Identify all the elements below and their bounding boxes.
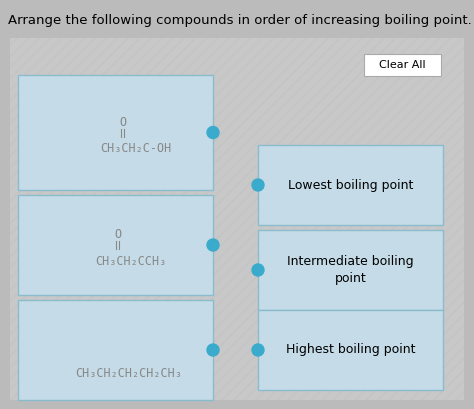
Circle shape bbox=[207, 239, 219, 251]
Circle shape bbox=[252, 344, 264, 356]
Text: CH₃CH₂CCH₃: CH₃CH₂CCH₃ bbox=[95, 255, 167, 268]
FancyBboxPatch shape bbox=[10, 38, 464, 400]
Text: CH₃CH₂C-OH: CH₃CH₂C-OH bbox=[100, 142, 172, 155]
Text: Lowest boiling point: Lowest boiling point bbox=[288, 178, 413, 191]
FancyBboxPatch shape bbox=[258, 145, 443, 225]
Text: Arrange the following compounds in order of increasing boiling point.: Arrange the following compounds in order… bbox=[8, 14, 472, 27]
Circle shape bbox=[252, 179, 264, 191]
Text: Intermediate boiling
point: Intermediate boiling point bbox=[287, 255, 414, 285]
FancyBboxPatch shape bbox=[18, 300, 213, 400]
FancyBboxPatch shape bbox=[258, 230, 443, 310]
FancyBboxPatch shape bbox=[18, 75, 213, 190]
Text: O: O bbox=[114, 229, 121, 241]
Circle shape bbox=[252, 264, 264, 276]
Text: O: O bbox=[119, 116, 126, 129]
Text: Clear All: Clear All bbox=[379, 60, 426, 70]
FancyBboxPatch shape bbox=[364, 54, 441, 76]
Circle shape bbox=[207, 344, 219, 356]
FancyBboxPatch shape bbox=[258, 310, 443, 390]
FancyBboxPatch shape bbox=[18, 195, 213, 295]
Text: Highest boiling point: Highest boiling point bbox=[286, 344, 415, 357]
Text: CH₃CH₂CH₂CH₂CH₃: CH₃CH₂CH₂CH₂CH₃ bbox=[75, 367, 182, 380]
Circle shape bbox=[207, 126, 219, 139]
